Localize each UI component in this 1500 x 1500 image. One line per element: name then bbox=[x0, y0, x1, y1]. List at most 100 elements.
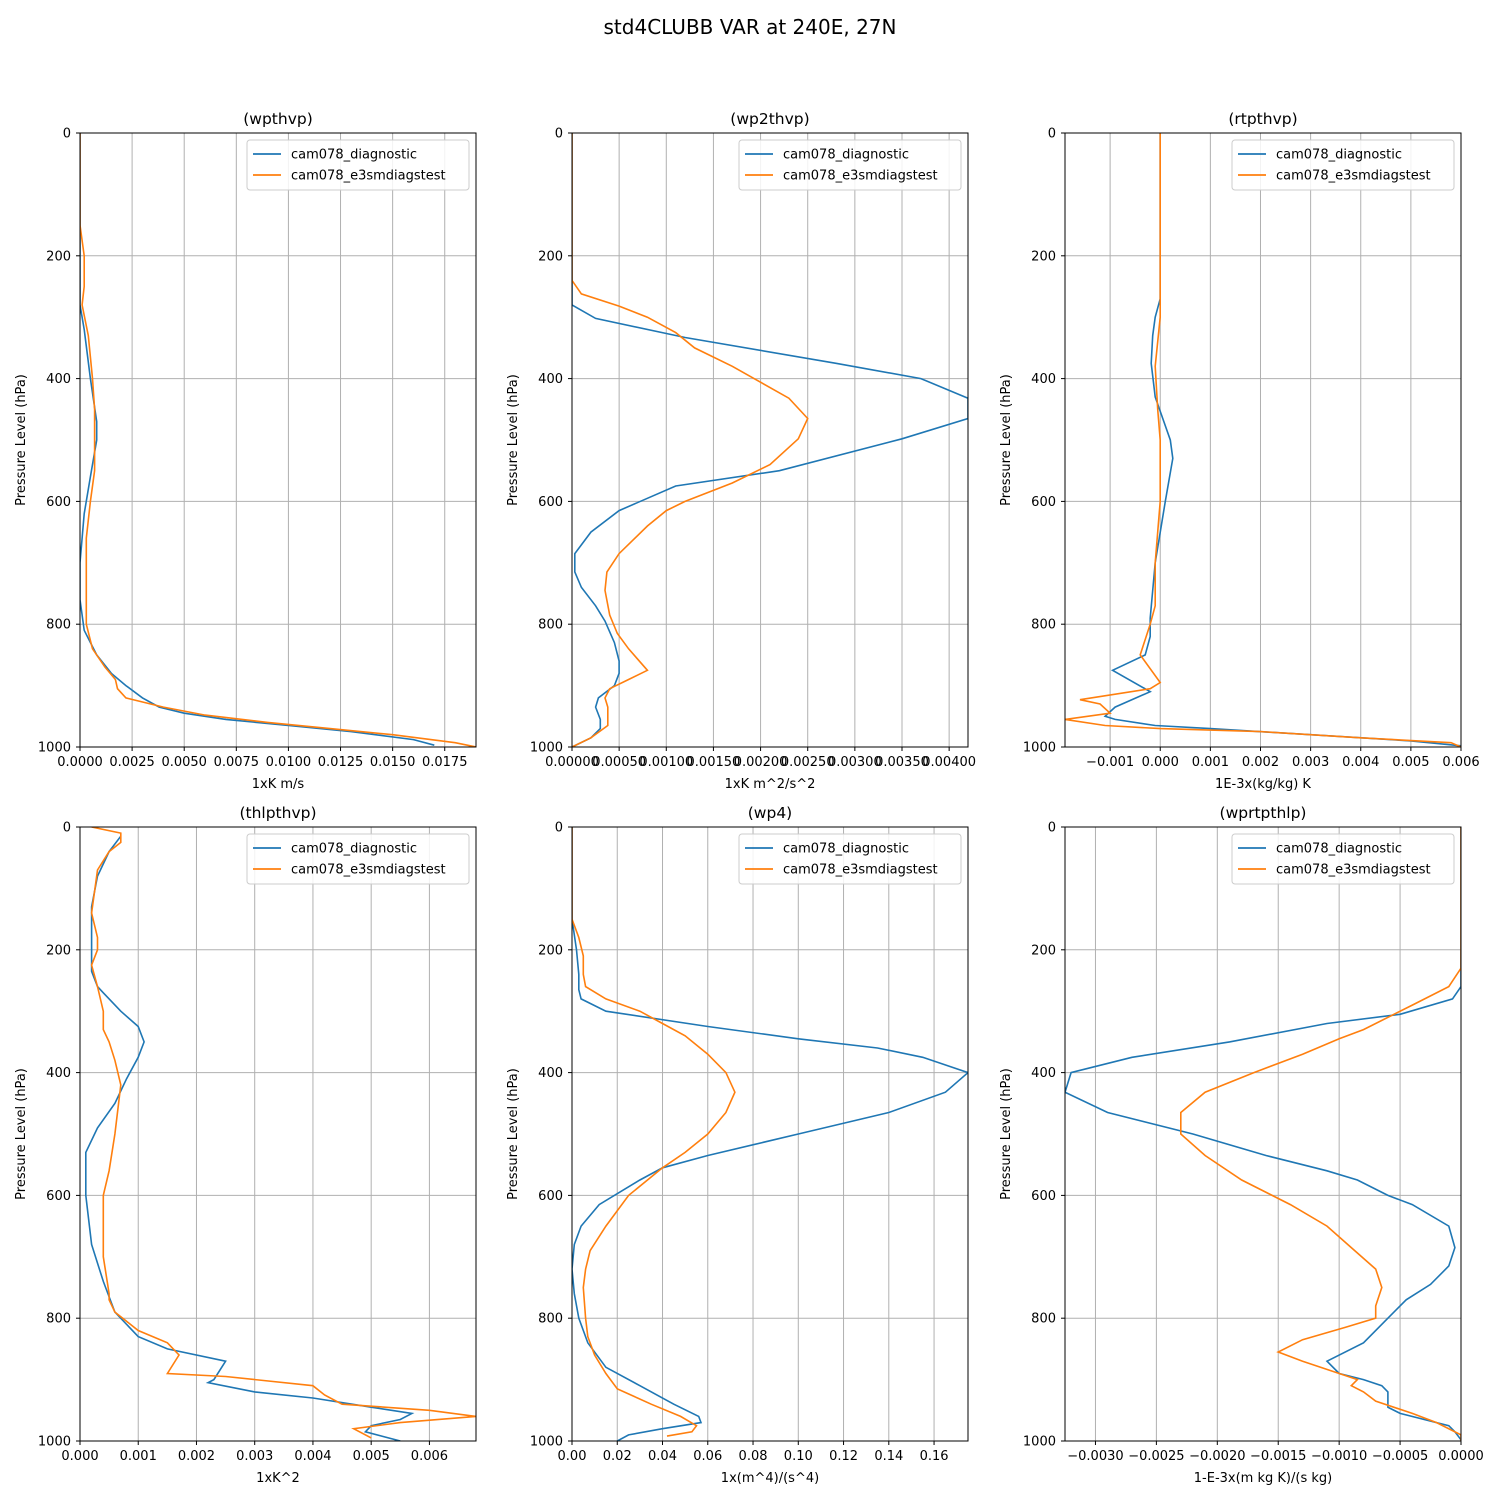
series-line-diagnostic bbox=[572, 827, 968, 1441]
y-tick-label: 400 bbox=[46, 1066, 71, 1081]
x-tick-label: 0.0150 bbox=[370, 755, 416, 770]
legend-label: cam078_e3smdiagstest bbox=[1276, 863, 1431, 878]
y-tick-label: 800 bbox=[538, 618, 563, 633]
y-tick-label: 1000 bbox=[1023, 1435, 1056, 1450]
x-tick-label: 0.005 bbox=[353, 1449, 390, 1464]
x-tick-label: 0.0075 bbox=[214, 755, 260, 770]
panel-title: (rtpthvp) bbox=[1228, 110, 1297, 128]
x-tick-label: 0.16 bbox=[920, 1449, 949, 1464]
y-tick-label: 1000 bbox=[38, 1435, 71, 1450]
x-axis-label: 1-E-3x(m kg K)/(s kg) bbox=[1194, 1471, 1332, 1486]
legend: cam078_diagnostic cam078_e3smdiagstest bbox=[1231, 833, 1455, 885]
x-tick-label: 0.0125 bbox=[318, 755, 364, 770]
x-tick-label: −0.0030 bbox=[1067, 1449, 1123, 1464]
x-tick-label: 0.14 bbox=[874, 1449, 903, 1464]
series-line-e3smdiagstest bbox=[572, 133, 809, 747]
chart-panel-6: −0.0030 −0.0025 −0.0020 −0.0015 −0.0010 −0.00… bbox=[999, 804, 1484, 1486]
legend-label: cam078_diagnostic bbox=[291, 148, 417, 163]
plot-frame bbox=[1064, 826, 1462, 1442]
y-tick-label: 800 bbox=[46, 1312, 71, 1327]
y-tick-label: 200 bbox=[538, 943, 563, 958]
series-line-e3smdiagstest bbox=[572, 827, 736, 1437]
x-tick-label: −0.0010 bbox=[1311, 1449, 1367, 1464]
x-tick-label: 0.00150 bbox=[687, 755, 741, 770]
y-tick-label: 800 bbox=[46, 618, 71, 633]
y-tick-label: 0 bbox=[1048, 127, 1056, 142]
x-tick-label: 0.0050 bbox=[161, 755, 207, 770]
y-axis-label: Pressure Level (hPa) bbox=[14, 374, 29, 506]
y-axis-label: Pressure Level (hPa) bbox=[506, 1068, 521, 1200]
x-tick-label: 0.00250 bbox=[781, 755, 835, 770]
x-tick-label: −0.0025 bbox=[1128, 1449, 1184, 1464]
legend: cam078_diagnostic cam078_e3smdiagstest bbox=[738, 833, 962, 885]
y-tick-label: 600 bbox=[46, 495, 71, 510]
y-tick-label: 1000 bbox=[530, 741, 563, 756]
series-line-diagnostic bbox=[572, 133, 968, 747]
y-tick-label: 800 bbox=[1031, 618, 1056, 633]
x-tick-label: 0.0000 bbox=[57, 755, 103, 770]
x-tick-label: 0.0025 bbox=[109, 755, 155, 770]
x-axis-label: 1xK m/s bbox=[252, 777, 305, 792]
x-tick-label: 0.0100 bbox=[266, 755, 312, 770]
x-tick-label: 0.10 bbox=[784, 1449, 813, 1464]
x-tick-label: −0.0015 bbox=[1250, 1449, 1306, 1464]
series-line-diagnostic bbox=[1103, 133, 1461, 747]
y-tick-label: 600 bbox=[538, 1189, 563, 1204]
y-tick-label: 400 bbox=[1031, 1066, 1056, 1081]
legend-label: cam078_e3smdiagstest bbox=[291, 169, 446, 184]
y-tick-label: 600 bbox=[1031, 495, 1056, 510]
legend-label: cam078_e3smdiagstest bbox=[1276, 169, 1431, 184]
chart-panel-5: 0.00 0.02 0.04 0.06 0.08 0.10 0.12 0.14 0.16 0 200… bbox=[506, 804, 969, 1486]
x-axis-label: 1xK m^2/s^2 bbox=[725, 777, 816, 792]
x-tick-label: 0.02 bbox=[603, 1449, 632, 1464]
y-axis-label: Pressure Level (hPa) bbox=[999, 374, 1014, 506]
x-tick-label: 0.003 bbox=[1292, 755, 1329, 770]
panel-title: (wp2thvp) bbox=[730, 110, 809, 128]
x-tick-label: 0.12 bbox=[829, 1449, 858, 1464]
plot-frame bbox=[1064, 132, 1462, 748]
chart-panel-4: 0.000 0.001 0.002 0.003 0.004 0.005 0.006 0 200 4… bbox=[14, 804, 477, 1486]
series-line-diagnostic bbox=[1065, 827, 1461, 1441]
figure-title: std4CLUBB VAR at 240E, 27N bbox=[603, 15, 897, 39]
x-axis-label: 1x(m^4)/(s^4) bbox=[721, 1471, 819, 1486]
y-tick-label: 400 bbox=[538, 372, 563, 387]
x-tick-label: 0.0175 bbox=[422, 755, 468, 770]
legend-box bbox=[246, 139, 470, 191]
y-tick-label: 0 bbox=[63, 821, 71, 836]
x-tick-label: 0.000 bbox=[61, 1449, 98, 1464]
plot-frame bbox=[79, 132, 477, 748]
legend-label: cam078_diagnostic bbox=[783, 842, 909, 857]
legend-label: cam078_e3smdiagstest bbox=[783, 863, 938, 878]
y-tick-label: 400 bbox=[1031, 372, 1056, 387]
chart-panel-2: 0.000000.000500.001000.001500.002000.002… bbox=[506, 110, 976, 792]
chart-panel-1: 0.0000 0.0025 0.0050 0.0075 0.0100 0.0125 0.01… bbox=[14, 110, 477, 792]
x-tick-label: 0.00200 bbox=[734, 755, 788, 770]
y-tick-label: 400 bbox=[538, 1066, 563, 1081]
y-tick-label: 800 bbox=[1031, 1312, 1056, 1327]
y-tick-label: 200 bbox=[46, 249, 71, 264]
legend-label: cam078_diagnostic bbox=[291, 842, 417, 857]
x-tick-label: 0.003 bbox=[236, 1449, 273, 1464]
x-tick-label: 0.001 bbox=[120, 1449, 157, 1464]
x-axis-label: 1xK^2 bbox=[256, 1471, 300, 1486]
x-tick-label: 0.006 bbox=[1442, 755, 1479, 770]
y-tick-label: 200 bbox=[538, 249, 563, 264]
y-tick-label: 600 bbox=[538, 495, 563, 510]
legend-box bbox=[738, 139, 962, 191]
legend-label: cam078_diagnostic bbox=[1276, 148, 1402, 163]
x-tick-label: 0.00000 bbox=[545, 755, 599, 770]
legend-label: cam078_e3smdiagstest bbox=[291, 863, 446, 878]
x-tick-label: 0.006 bbox=[411, 1449, 448, 1464]
y-tick-label: 0 bbox=[555, 821, 563, 836]
panel-title: (wpthvp) bbox=[243, 110, 313, 128]
x-axis-label: 1E-3x(kg/kg) K bbox=[1215, 777, 1311, 792]
series-line-diagnostic bbox=[85, 835, 415, 1441]
legend: cam078_diagnostic cam078_e3smdiagstest bbox=[246, 833, 470, 885]
x-tick-label: 0.00300 bbox=[828, 755, 882, 770]
y-tick-label: 0 bbox=[63, 127, 71, 142]
panel-title: (wprtpthlp) bbox=[1220, 804, 1307, 822]
y-tick-label: 200 bbox=[1031, 249, 1056, 264]
legend-label: cam078_diagnostic bbox=[1276, 842, 1402, 857]
legend-box bbox=[738, 833, 962, 885]
